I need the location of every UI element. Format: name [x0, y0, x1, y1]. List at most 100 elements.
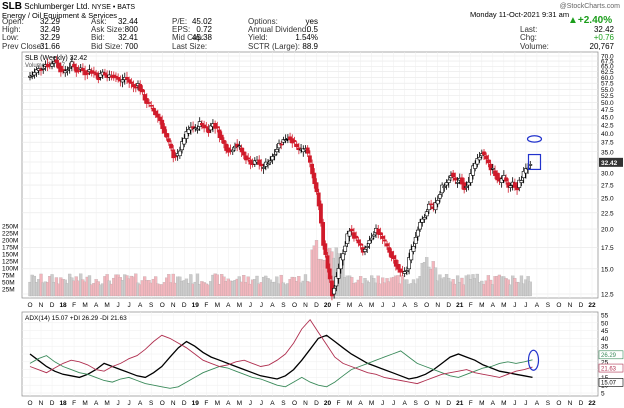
adx-tick-label: 40: [601, 336, 609, 343]
stat-label: Annual Dividend:: [248, 25, 309, 35]
x-tick-label: J: [392, 302, 395, 309]
stat-label: Options:: [248, 17, 278, 26]
candle-body: [171, 149, 176, 159]
candle-body: [380, 235, 385, 239]
adx-x-tick-label: J: [524, 400, 527, 407]
candle-body: [369, 237, 374, 241]
candle-body: [32, 71, 37, 76]
candle-body: [321, 222, 326, 246]
candle-body: [385, 243, 389, 247]
stat-value: 32.29: [39, 17, 60, 26]
price-tick-label: 47.5: [601, 107, 614, 114]
stat-value: 0.72: [196, 25, 212, 35]
candle-body: [164, 133, 169, 138]
x-tick-label: J: [381, 302, 384, 309]
candle-body: [246, 157, 251, 160]
stat-value: 32.41: [117, 33, 138, 43]
adx-x-tick-label: N: [171, 400, 176, 407]
candle-body: [208, 125, 213, 131]
last-price-label: 32.42: [601, 160, 618, 167]
candle-body: [396, 263, 400, 270]
adx-x-tick-label: N: [435, 400, 440, 407]
candle-body: [63, 70, 68, 74]
candle-body: [92, 71, 96, 73]
candle-body: [424, 211, 429, 217]
adx-x-tick-label: M: [237, 400, 242, 407]
company-name: Schlumberger Ltd.: [24, 2, 90, 11]
candle-body: [358, 243, 363, 246]
adx-x-tick-label: M: [104, 400, 109, 407]
candle-body: [266, 163, 270, 166]
stat-value: 32.29: [39, 33, 60, 43]
change-percent: ▲+2.40%: [568, 16, 612, 26]
adx-x-tick-label: O: [556, 400, 561, 407]
adx-x-tick-label: N: [39, 400, 44, 407]
volume-tick-label: 25M: [2, 287, 15, 294]
adx-x-tick-label: M: [369, 400, 374, 407]
candle-body: [206, 127, 211, 133]
x-tick-label: D: [182, 302, 187, 309]
x-tick-label: F: [469, 302, 473, 309]
candle-body: [411, 246, 416, 252]
adx-x-tick-label: A: [402, 400, 407, 407]
x-tick-label: M: [104, 302, 109, 309]
candle-body: [177, 150, 182, 157]
x-tick-label: M: [82, 302, 87, 309]
adx-series-line: [29, 318, 533, 385]
candle-body: [160, 119, 165, 129]
candle-body: [74, 67, 79, 73]
volume-tick-label: 150M: [2, 252, 18, 259]
candle-body: [462, 182, 467, 190]
candle-body: [325, 255, 330, 269]
candle-body: [391, 255, 396, 260]
candle-body: [72, 63, 76, 68]
price-tick-label: 30.0: [601, 171, 614, 178]
candle-body: [80, 68, 85, 72]
annotation-adx-oval: [527, 349, 540, 371]
price-tick-label: 40.0: [601, 131, 614, 138]
stat-label: Last Size:: [172, 41, 208, 51]
stat-label: Last:: [520, 25, 538, 35]
candle-body: [67, 67, 72, 69]
candle-body: [158, 116, 162, 121]
x-tick-label: 21: [456, 302, 464, 309]
stat-value: 20,767: [589, 41, 614, 51]
candle-body: [310, 163, 315, 175]
x-tick-label: 20: [324, 302, 332, 309]
stat-value: yes: [305, 17, 318, 26]
sector: Energy / Oil Equipment & Services: [2, 11, 118, 20]
adx-x-tick-label: N: [303, 400, 308, 407]
candle-body: [292, 140, 297, 142]
candle-body: [345, 233, 350, 244]
stat-value: 88.9: [302, 41, 318, 51]
candle-body: [261, 167, 266, 169]
candle-body: [402, 271, 407, 274]
candle-body: [464, 186, 469, 188]
candle-body: [301, 148, 306, 153]
candle-body: [382, 239, 387, 242]
x-tick-label: S: [546, 302, 551, 309]
adx-x-tick-label: O: [292, 400, 297, 407]
price-tick-label: 42.5: [601, 122, 614, 129]
candle-body: [30, 75, 35, 77]
candle-body: [504, 177, 508, 182]
stat-label: Ask Size:: [91, 25, 125, 35]
candle-body: [217, 129, 222, 139]
x-tick-label: J: [513, 302, 516, 309]
adx-value-box: [598, 378, 624, 387]
candle-body: [279, 143, 284, 146]
x-tick-label: N: [568, 302, 573, 309]
x-tick-label: M: [479, 302, 484, 309]
candle-body: [173, 155, 178, 158]
adx-value-box: [598, 350, 624, 360]
adx-x-tick-label: J: [117, 400, 120, 407]
adx-tick-label: 55: [601, 313, 609, 320]
stat-value: 31.66: [39, 41, 60, 51]
candle-body: [215, 126, 220, 129]
x-tick-label: M: [369, 302, 374, 309]
candle-body: [268, 160, 273, 163]
candle-body: [193, 127, 198, 130]
stat-label: EPS:: [172, 25, 191, 35]
candle-body: [166, 138, 171, 143]
candle-body: [349, 228, 354, 232]
